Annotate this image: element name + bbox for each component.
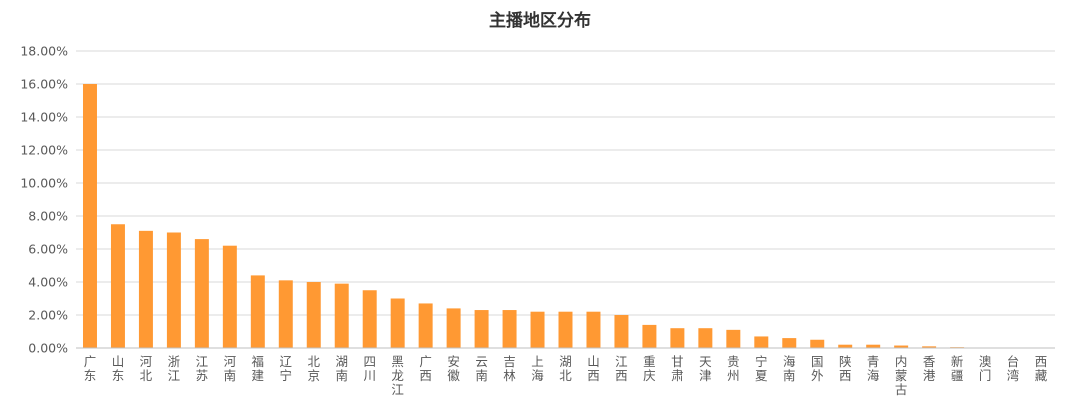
x-category-label: 浙江 (168, 354, 181, 383)
bar (782, 338, 797, 348)
x-category-label: 国外 (811, 354, 824, 383)
bar (726, 329, 741, 348)
y-tick-label: 0.00% (28, 341, 68, 356)
bar (502, 310, 517, 348)
y-tick-label: 18.00% (20, 44, 68, 59)
x-category-label: 新疆 (951, 354, 964, 383)
bars (82, 84, 965, 348)
gridlines (76, 50, 1055, 316)
x-category-label: 北京 (307, 354, 320, 383)
y-tick-label: 12.00% (20, 143, 68, 158)
x-category-label: 安徽 (447, 354, 460, 383)
x-category-label: 宁夏 (755, 354, 768, 383)
x-category-label: 内蒙古 (895, 354, 908, 397)
x-category-label: 江苏 (196, 354, 209, 383)
bar (670, 328, 685, 348)
bar (390, 298, 405, 348)
bar (614, 315, 629, 348)
y-axis-tick-labels: 0.00% 2.00% 4.00% 6.00% 8.00% 10.00% 12.00% 14.… (20, 44, 68, 356)
x-category-label: 福建 (252, 354, 265, 383)
bar (110, 224, 125, 348)
x-category-label: 湖北 (559, 354, 572, 383)
bar (838, 344, 853, 348)
x-category-label: 云南 (475, 354, 488, 383)
y-tick-label: 8.00% (28, 209, 68, 224)
x-category-label: 广西 (419, 354, 432, 383)
x-category-label: 山西 (587, 354, 600, 383)
bar (362, 290, 377, 348)
y-tick-label: 16.00% (20, 77, 68, 92)
bar (138, 230, 153, 348)
bar (306, 282, 321, 348)
x-category-label: 海南 (783, 354, 796, 383)
x-category-label: 山东 (112, 354, 125, 383)
x-category-label: 江西 (615, 354, 628, 383)
x-category-label: 陕西 (839, 354, 852, 383)
bar (82, 84, 97, 348)
x-category-label: 湖南 (335, 354, 348, 383)
bar (698, 328, 713, 348)
bar (754, 336, 769, 348)
bar (586, 311, 601, 348)
bar (222, 245, 237, 348)
x-category-label: 辽宁 (280, 354, 293, 383)
x-category-label: 西藏 (1035, 354, 1048, 383)
bar (194, 239, 209, 348)
bar (166, 232, 181, 348)
y-tick-label: 4.00% (28, 275, 68, 290)
y-tick-label: 6.00% (28, 242, 68, 257)
x-category-label: 重庆 (643, 354, 656, 383)
bar (474, 310, 489, 348)
x-category-label: 香港 (923, 354, 936, 383)
x-category-label: 澳门 (979, 354, 992, 383)
bar (530, 311, 545, 348)
x-category-label: 上海 (531, 354, 544, 383)
bar (866, 344, 881, 348)
y-tick-label: 10.00% (20, 176, 68, 191)
x-category-label: 河北 (140, 354, 153, 383)
bar (334, 283, 349, 348)
x-category-label: 天津 (699, 354, 712, 383)
chart-title: 主播地区分布 (489, 10, 591, 31)
x-category-label: 台湾 (1007, 354, 1020, 383)
bar (558, 311, 573, 348)
bar (894, 345, 909, 348)
x-category-label: 甘肃 (671, 354, 684, 383)
x-category-label: 青海 (867, 354, 880, 383)
bar (418, 303, 433, 348)
x-category-label: 河南 (224, 354, 237, 383)
x-category-label: 四川 (363, 354, 376, 383)
x-category-label: 广东 (84, 354, 97, 383)
bar (642, 324, 657, 348)
bar (810, 339, 825, 348)
x-category-label: 贵州 (727, 354, 740, 383)
bar (278, 280, 293, 348)
bar (250, 275, 265, 348)
y-tick-label: 14.00% (20, 110, 68, 125)
y-tick-label: 2.00% (28, 308, 68, 323)
bar (922, 346, 937, 348)
x-category-label: 黑龙江 (391, 354, 404, 397)
x-category-label: 吉林 (503, 354, 516, 383)
bar (446, 308, 461, 348)
